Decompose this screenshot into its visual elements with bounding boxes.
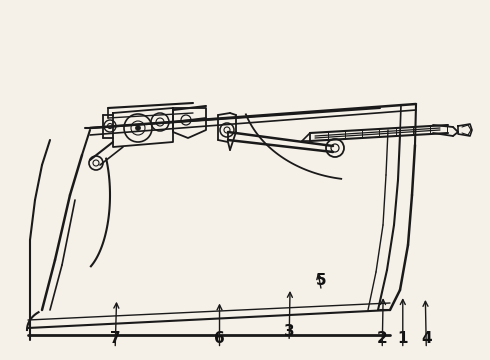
Text: 2: 2 — [377, 331, 388, 346]
Circle shape — [136, 126, 141, 131]
Text: 3: 3 — [284, 324, 294, 339]
Text: 6: 6 — [214, 331, 225, 346]
Text: 4: 4 — [421, 331, 432, 346]
Text: 7: 7 — [110, 331, 121, 346]
Text: 1: 1 — [397, 331, 408, 346]
Text: 5: 5 — [316, 273, 327, 288]
